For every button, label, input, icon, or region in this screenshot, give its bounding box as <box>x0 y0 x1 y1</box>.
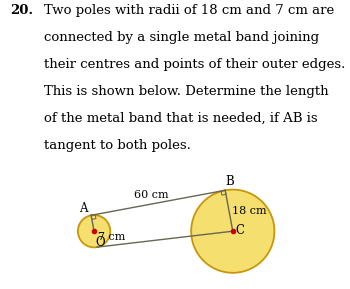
Text: 18 cm: 18 cm <box>232 206 267 216</box>
Circle shape <box>191 190 274 273</box>
Text: C: C <box>236 224 245 237</box>
Text: This is shown below. Determine the length: This is shown below. Determine the lengt… <box>44 85 328 98</box>
Circle shape <box>78 215 110 247</box>
Text: their centres and points of their outer edges.: their centres and points of their outer … <box>44 58 345 71</box>
Text: B: B <box>226 175 234 188</box>
Text: 7 cm: 7 cm <box>98 232 125 242</box>
Text: Two poles with radii of 18 cm and 7 cm are: Two poles with radii of 18 cm and 7 cm a… <box>44 4 334 17</box>
Text: 60 cm: 60 cm <box>134 190 168 201</box>
Text: A: A <box>79 202 88 215</box>
Text: O: O <box>95 236 105 249</box>
Text: of the metal band that is needed, if AB is: of the metal band that is needed, if AB … <box>44 112 317 125</box>
Text: tangent to both poles.: tangent to both poles. <box>44 139 191 152</box>
Text: 20.: 20. <box>10 4 34 17</box>
Text: connected by a single metal band joining: connected by a single metal band joining <box>44 31 319 44</box>
